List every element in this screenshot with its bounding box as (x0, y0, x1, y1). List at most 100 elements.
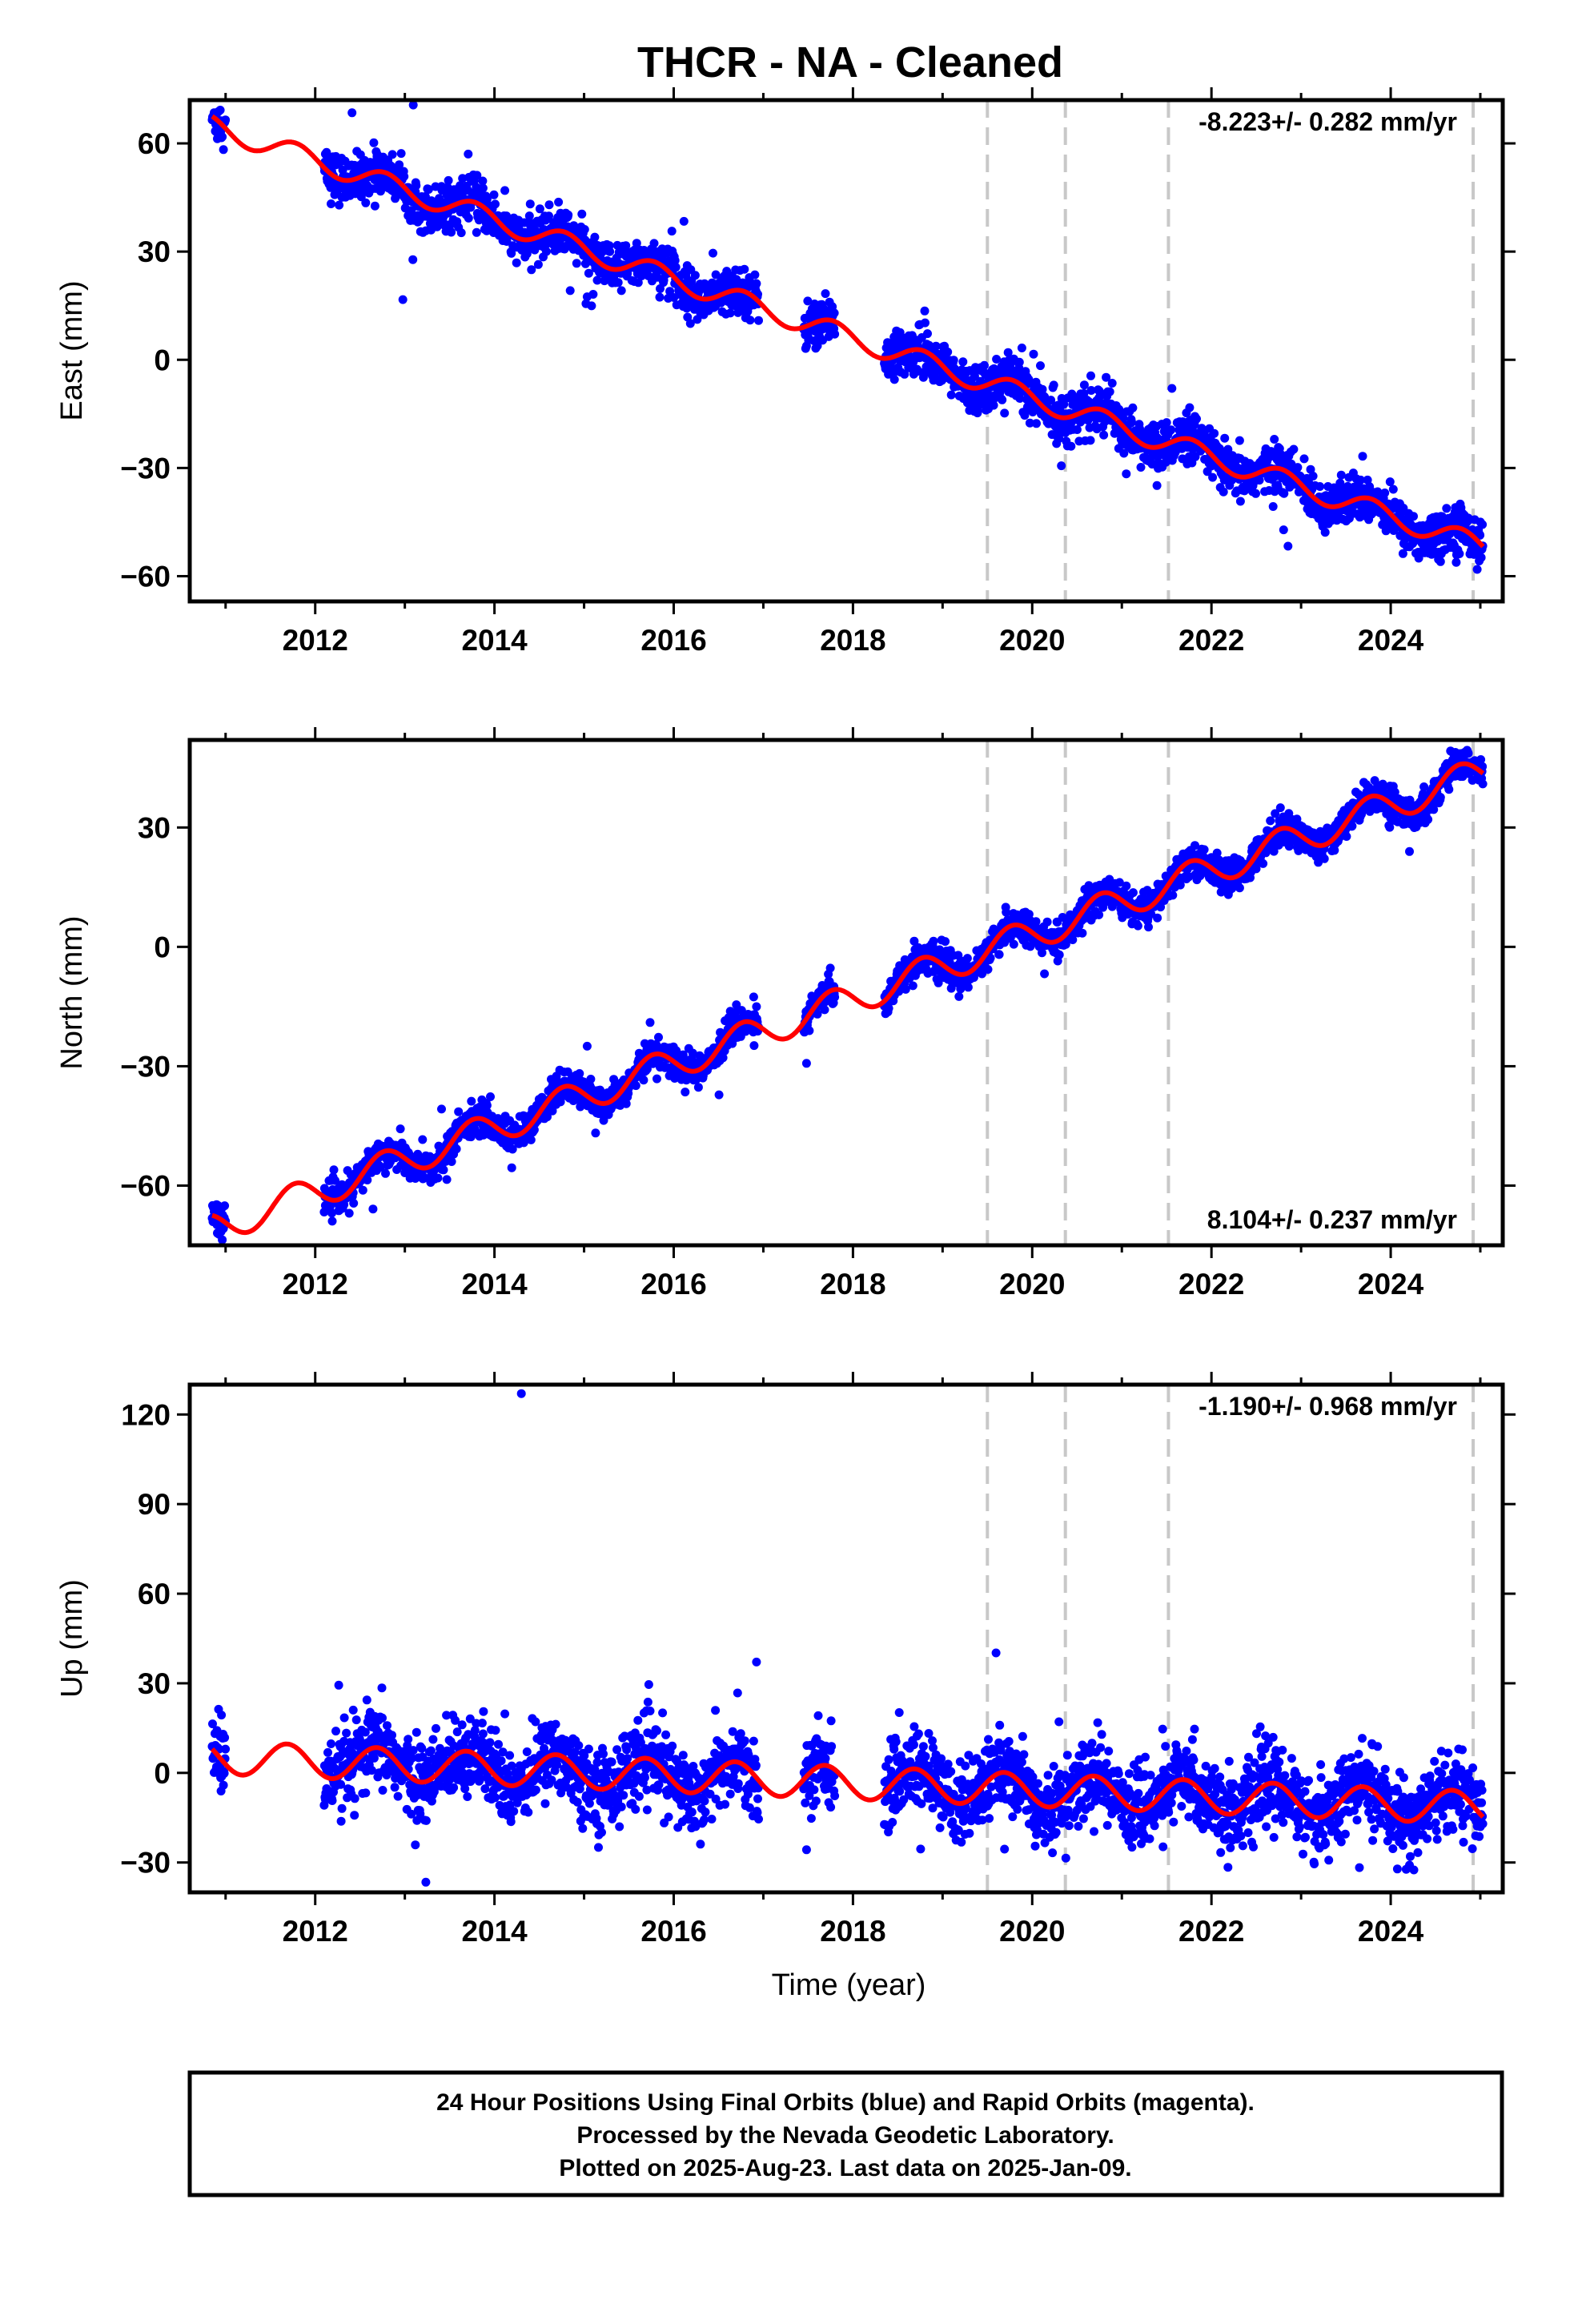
data-point (327, 199, 335, 208)
data-point (1219, 487, 1228, 497)
data-point (396, 1124, 405, 1134)
data-point (681, 1088, 690, 1097)
data-point (396, 149, 406, 159)
data-point (1435, 557, 1445, 566)
data-point (349, 1199, 359, 1208)
data-point (745, 316, 755, 325)
data-point (631, 1081, 640, 1091)
data-point (1086, 371, 1095, 380)
data-point (1472, 565, 1482, 574)
data-point (654, 1032, 663, 1042)
data-point (949, 356, 958, 365)
data-point (1017, 344, 1026, 352)
data-point (1283, 541, 1293, 551)
data-point (1320, 528, 1330, 537)
data-point (983, 965, 993, 974)
data-point (750, 270, 760, 279)
data-point (591, 1128, 600, 1138)
data-point (1105, 387, 1114, 396)
data-point (709, 248, 717, 258)
data-point (489, 190, 499, 199)
data-point (1268, 502, 1278, 511)
data-point (381, 1168, 390, 1178)
data-point (464, 149, 473, 159)
data-point (486, 1092, 495, 1101)
data-point (1293, 463, 1303, 472)
data-point (387, 150, 397, 159)
data-point (1289, 444, 1299, 454)
data-point (1094, 910, 1104, 919)
data-point (749, 1041, 759, 1051)
data-point (667, 227, 677, 236)
data-point (347, 108, 357, 118)
data-point (752, 279, 761, 288)
data-point (830, 329, 840, 339)
data-point (830, 992, 840, 1002)
data-point (693, 1083, 703, 1092)
data-point (998, 395, 1007, 404)
data-point (220, 1201, 230, 1211)
data-point (544, 200, 554, 210)
data-point (1210, 428, 1219, 438)
data-point (533, 259, 543, 269)
data-point (356, 192, 366, 202)
data-point (1054, 950, 1064, 959)
y-axis-label: East (mm) (55, 280, 89, 420)
data-point (1133, 921, 1142, 931)
data-point (929, 936, 938, 946)
data-point (1208, 472, 1218, 482)
data-point (1166, 425, 1176, 435)
data-point (437, 1104, 446, 1114)
data-point (1476, 553, 1486, 562)
y-tick-label: 30 (138, 235, 171, 268)
data-point (1152, 480, 1162, 490)
x-tick-label: 2016 (640, 624, 706, 657)
data-point (398, 295, 408, 304)
final-orbit-points (207, 100, 1488, 574)
data-point (1235, 436, 1244, 445)
data-point (923, 329, 932, 339)
x-tick-label: 2024 (1358, 624, 1424, 657)
data-point (544, 211, 553, 221)
data-point (215, 106, 225, 115)
data-point (1380, 489, 1390, 497)
data-point (994, 950, 1004, 959)
x-tick-label: 2018 (820, 624, 885, 657)
data-point (941, 937, 950, 947)
data-point (649, 239, 659, 248)
data-point (821, 289, 830, 299)
data-point (1122, 469, 1131, 479)
data-point (1042, 917, 1052, 927)
east-panel: 2012 2014 2016 2018 2020 2022 2024−60−3003060E… (55, 87, 1516, 657)
data-point (586, 1075, 596, 1084)
data-point (1251, 489, 1260, 498)
data-point (218, 132, 227, 142)
data-point (980, 360, 989, 370)
data-point (442, 1175, 452, 1184)
y-tick-label: −60 (120, 560, 171, 593)
data-point (1014, 357, 1024, 367)
data-point (1275, 803, 1285, 813)
data-point (1185, 403, 1195, 412)
data-point (1299, 454, 1309, 464)
data-point (1036, 361, 1045, 371)
data-point (958, 357, 968, 367)
data-point (512, 258, 521, 267)
data-point (329, 1165, 339, 1175)
data-point (472, 171, 482, 180)
data-point (652, 1074, 661, 1084)
data-point (754, 316, 763, 325)
data-point (1168, 891, 1178, 900)
data-point (590, 232, 600, 242)
data-point (1009, 939, 1018, 949)
data-point (1308, 472, 1318, 480)
data-point (725, 308, 735, 318)
data-point (1336, 470, 1346, 480)
data-point (1266, 816, 1275, 826)
data-point (370, 201, 379, 211)
data-point (582, 1041, 592, 1051)
data-point (456, 228, 466, 238)
figure-title: THCR - NA - Cleaned (637, 38, 1063, 86)
data-point (464, 213, 473, 223)
